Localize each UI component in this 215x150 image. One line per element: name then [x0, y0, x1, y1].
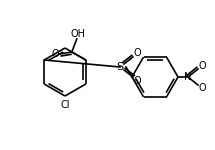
Text: O: O	[198, 61, 206, 71]
Text: O: O	[198, 83, 206, 93]
Text: O: O	[133, 48, 141, 58]
Text: N: N	[184, 72, 192, 82]
Text: S: S	[117, 62, 124, 72]
Text: O: O	[133, 76, 141, 86]
Text: Cl: Cl	[60, 100, 70, 110]
Text: OH: OH	[70, 29, 85, 39]
Text: O: O	[52, 49, 60, 59]
